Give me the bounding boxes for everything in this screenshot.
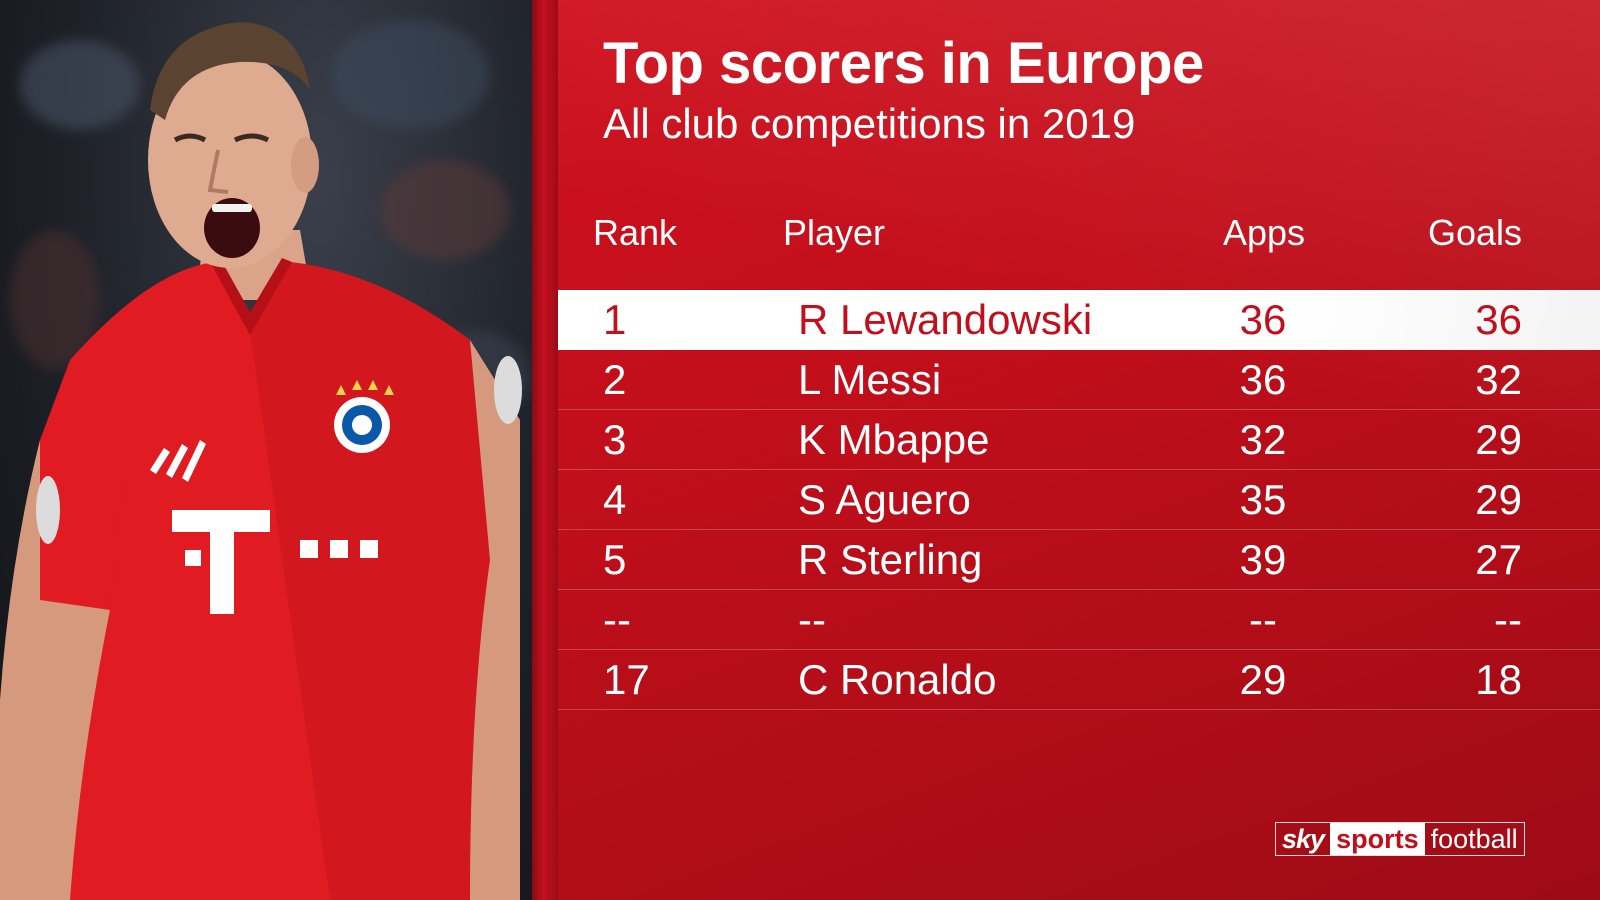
apps-cell: 29	[1239, 656, 1287, 703]
goals-cell: 29	[1475, 416, 1522, 463]
goals-cell: 32	[1475, 356, 1522, 403]
apps-cell: --	[1249, 596, 1277, 643]
player-cell: R Sterling	[798, 536, 983, 583]
column-header-goals: Goals	[1427, 212, 1522, 253]
column-header-rank: Rank	[593, 212, 678, 253]
apps-cell: 35	[1239, 476, 1287, 523]
sky-sports-football-logo: sky sports football	[1275, 822, 1525, 856]
rank-cell: 1	[603, 296, 627, 343]
player-cell: S Aguero	[798, 476, 971, 523]
goals-cell: 36	[1475, 296, 1522, 343]
apps-cell: 39	[1239, 536, 1287, 583]
logo-football-text: football	[1430, 823, 1518, 854]
player-cell: --	[798, 596, 826, 643]
rank-cell: 3	[603, 416, 627, 463]
table-row: 5 R Sterling 39 27	[558, 530, 1600, 590]
player-cell: R Lewandowski	[798, 296, 1093, 343]
table-panel: Top scorers in Europe All club competiti…	[558, 0, 1600, 900]
goals-cell: 27	[1475, 536, 1522, 583]
goals-cell: 18	[1475, 656, 1522, 703]
rank-cell: 2	[603, 356, 627, 403]
player-illustration	[0, 22, 522, 900]
column-header-apps: Apps	[1223, 212, 1306, 253]
apps-cell: 32	[1239, 416, 1287, 463]
rank-cell: 5	[603, 536, 627, 583]
player-cell: L Messi	[798, 356, 942, 403]
panel-divider	[532, 0, 558, 900]
table-row: 1 R Lewandowski 36 36	[558, 290, 1600, 350]
apps-cell: 36	[1239, 296, 1287, 343]
rank-cell: 4	[603, 476, 627, 523]
table-row: 2 L Messi 36 32	[558, 350, 1600, 410]
table-row: 17 C Ronaldo 29 18	[558, 650, 1600, 710]
goals-cell: --	[1494, 596, 1522, 643]
goals-cell: 29	[1475, 476, 1522, 523]
player-photo	[0, 0, 532, 900]
chart-subtitle: All club competitions in 2019	[603, 100, 1136, 147]
logo-sports-text: sports	[1330, 823, 1425, 855]
logo-sky-text: sky	[1282, 823, 1325, 854]
panel-sheen	[558, 0, 1600, 900]
table-row: 4 S Aguero 35 29	[558, 470, 1600, 530]
scorers-table: 1 R Lewandowski 36 36 2 L Messi 36 32 3 …	[558, 290, 1600, 710]
apps-cell: 36	[1239, 356, 1287, 403]
rank-cell: 17	[603, 656, 650, 703]
rank-cell: --	[603, 596, 631, 643]
player-cell: C Ronaldo	[798, 656, 997, 703]
chart-title: Top scorers in Europe	[603, 31, 1204, 96]
table-row: 3 K Mbappe 32 29	[558, 410, 1600, 470]
player-cell: K Mbappe	[798, 416, 990, 463]
table-row: -- -- -- --	[558, 590, 1600, 650]
column-header-player: Player	[783, 212, 886, 253]
